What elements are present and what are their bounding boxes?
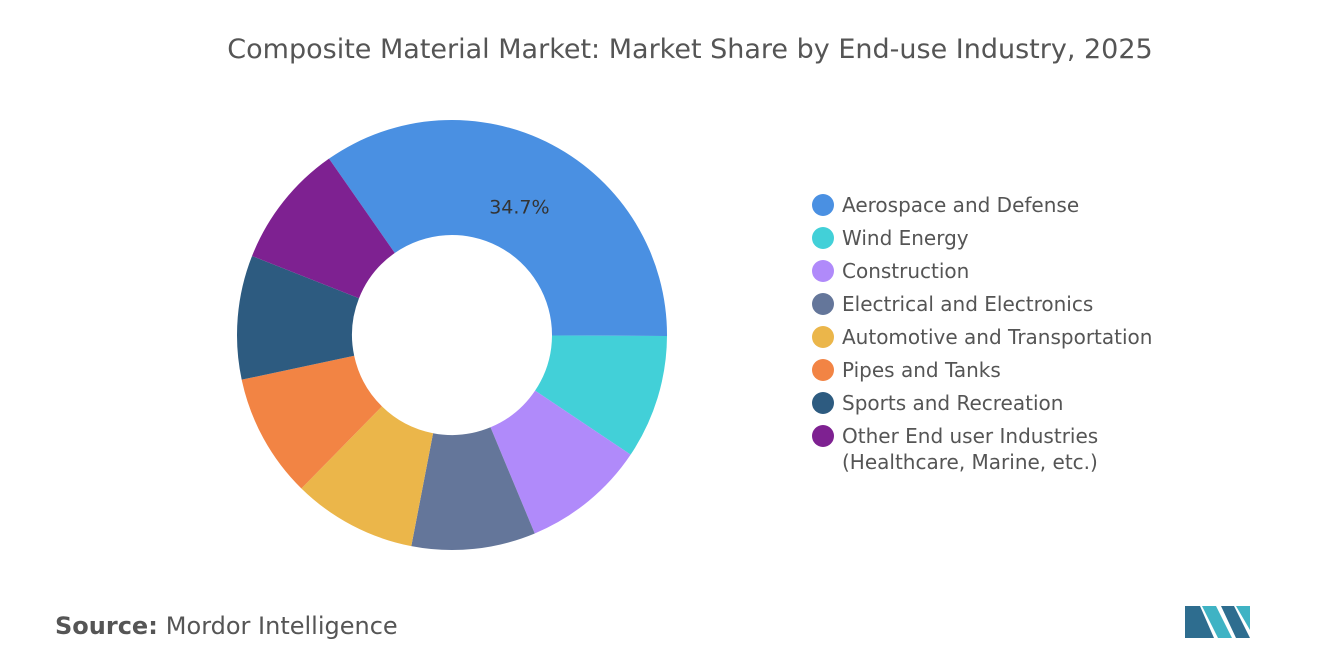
legend-item: Pipes and Tanks — [812, 357, 1232, 383]
legend-item: Sports and Recreation — [812, 390, 1232, 416]
legend-marker — [812, 227, 834, 249]
donut-slice — [237, 256, 359, 380]
legend-label: Aerospace and Defense — [842, 193, 1080, 217]
value-label: 34.7% — [489, 197, 549, 219]
legend-item: Other End user Industries (Healthcare, M… — [812, 423, 1232, 475]
legend-marker — [812, 392, 834, 414]
legend-label: Other End user Industries (Healthcare, M… — [842, 424, 1099, 474]
donut-slice — [535, 335, 667, 455]
legend-item: Electrical and Electronics — [812, 291, 1232, 317]
legend-label: Pipes and Tanks — [842, 358, 1001, 382]
legend-marker — [812, 359, 834, 381]
legend-label: Electrical and Electronics — [842, 292, 1094, 316]
source-text: Mordor Intelligence — [165, 612, 398, 640]
source: Source: Mordor Intelligence — [55, 612, 398, 640]
legend-marker — [812, 293, 834, 315]
donut-slice — [490, 390, 631, 534]
legend-marker — [812, 425, 834, 447]
chart-title: Composite Material Market: Market Share … — [227, 34, 1152, 65]
logo — [1185, 606, 1250, 638]
donut-slice — [411, 427, 535, 550]
legend-marker — [812, 326, 834, 348]
donut-slice — [328, 120, 667, 337]
legend-label: Automotive and Transportation — [842, 325, 1153, 349]
legend-item: Wind Energy — [812, 225, 1232, 251]
legend-marker — [812, 260, 834, 282]
donut-slice — [252, 158, 395, 299]
legend: Aerospace and Defense Wind Energy Construc… — [812, 192, 1232, 482]
legend-item: Construction — [812, 258, 1232, 284]
donut-slice — [301, 406, 434, 547]
legend-item: Aerospace and Defense — [812, 192, 1232, 218]
legend-marker — [812, 194, 834, 216]
legend-label: Sports and Recreation — [842, 391, 1064, 415]
donut-slice — [241, 355, 382, 489]
legend-label: Wind Energy — [842, 226, 969, 250]
source-label: Source: — [55, 612, 158, 640]
legend-label: Construction — [842, 259, 970, 283]
legend-item: Automotive and Transportation — [812, 324, 1232, 350]
